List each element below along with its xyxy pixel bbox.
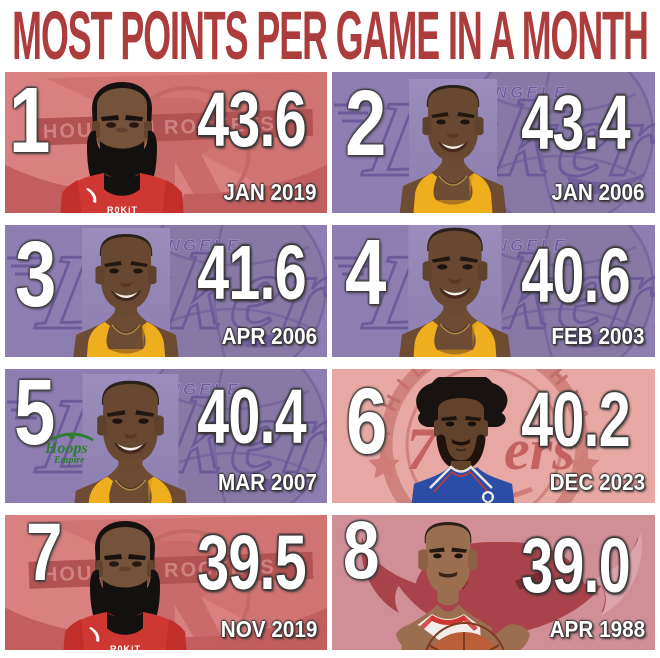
svg-text:Lakers: Lakers (29, 232, 327, 352)
svg-text:Lakers: Lakers (356, 79, 655, 199)
svg-text:R0KiT: R0KiT (110, 644, 141, 650)
svg-text:Empire: Empire (53, 455, 85, 466)
svg-text:ers: ers (504, 417, 575, 482)
svg-text:Lakers: Lakers (356, 232, 655, 352)
svg-text:R0KiT: R0KiT (107, 205, 138, 213)
svg-text:Hoops: Hoops (44, 440, 88, 457)
